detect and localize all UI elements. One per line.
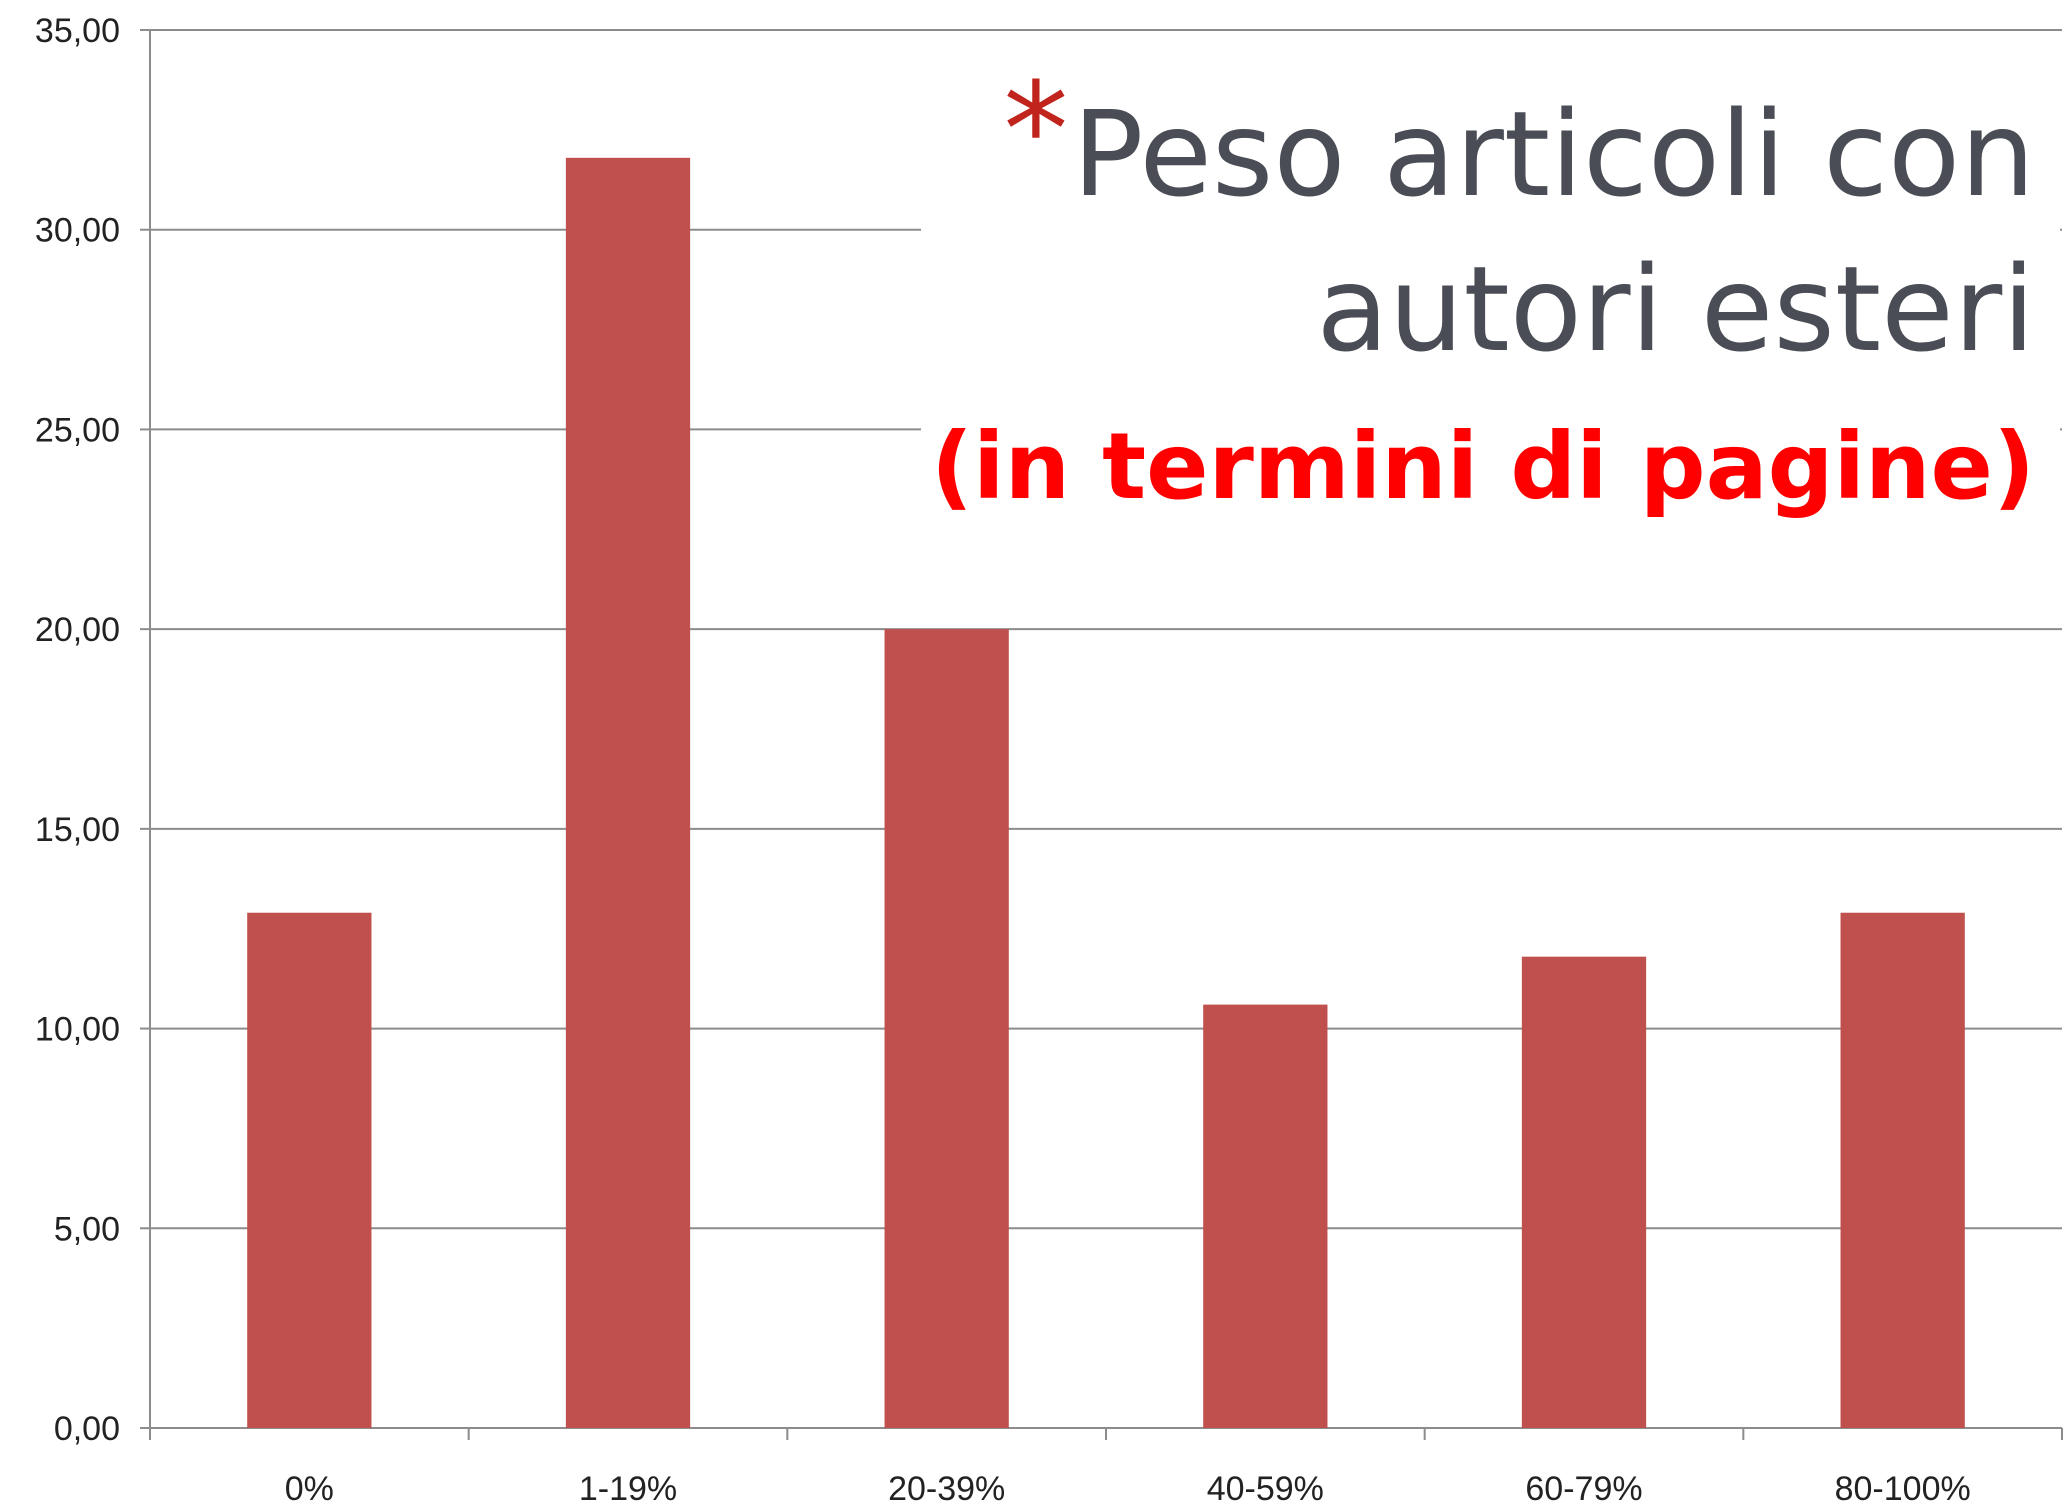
x-tick-label: 0% xyxy=(285,1470,334,1508)
bars xyxy=(247,157,1965,1428)
x-tick-label: 40-59% xyxy=(1207,1470,1324,1508)
bar xyxy=(565,157,691,1428)
y-tick-label: 30,00 xyxy=(35,212,120,250)
y-tick-label: 5,00 xyxy=(54,1210,120,1248)
x-tick-label: 20-39% xyxy=(888,1470,1005,1508)
y-tick-label: 35,00 xyxy=(35,12,120,50)
bar xyxy=(1840,912,1965,1428)
chart-title: autori esteri xyxy=(1316,240,2035,378)
bar xyxy=(1203,1004,1328,1428)
y-tick-label: 10,00 xyxy=(35,1011,120,1049)
y-tick-label: 0,00 xyxy=(54,1410,120,1448)
chart-subtitle: (in termini di pagine) xyxy=(931,413,2035,520)
x-tick-label: 1-19% xyxy=(579,1470,677,1508)
y-tick-label: 25,00 xyxy=(35,411,120,449)
x-tick-label: 80-100% xyxy=(1835,1470,1971,1508)
y-tick-label: 20,00 xyxy=(35,611,120,649)
chart-title: Peso articoli con xyxy=(1072,85,2035,223)
x-tick-label: 60-79% xyxy=(1525,1470,1642,1508)
bar xyxy=(1521,956,1647,1428)
bar xyxy=(884,629,1009,1428)
title-background xyxy=(921,74,2060,540)
bar xyxy=(247,912,372,1428)
y-tick-label: 15,00 xyxy=(35,811,120,849)
title-marker: * xyxy=(1003,54,1068,206)
